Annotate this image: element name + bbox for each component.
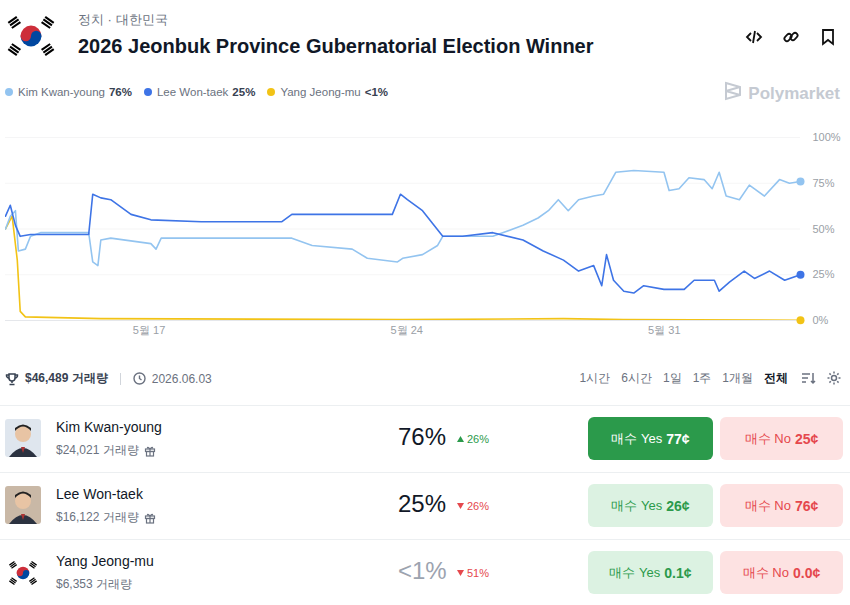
html-text:26%: 26% <box>467 433 489 445</box>
html-text:$46,489 거래량: $46,489 거래량 <box>25 371 108 385</box>
html-text:1주: 1주 <box>692 371 712 385</box>
svg-text:25%: 25% <box>813 268 835 280</box>
html-text:$16,122 거래량: $16,122 거래량 <box>56 510 139 524</box>
svg-text:5월 31: 5월 31 <box>648 324 680 336</box>
html-text:Lee Won-taek 25%: Lee Won-taek 25% <box>157 86 256 98</box>
html-text:6시간: 6시간 <box>621 371 652 385</box>
html-text:Polymarket: Polymarket <box>748 83 840 103</box>
html-text:76%: 76% <box>398 423 446 450</box>
html-text:매수 No 76¢: 매수 No 76¢ <box>744 497 819 514</box>
html-text:51%: 51% <box>467 567 489 579</box>
html-text:$6,353 거래량: $6,353 거래량 <box>56 577 132 591</box>
html-text:매수 Yes 77¢: 매수 Yes 77¢ <box>611 430 690 447</box>
html-text:Yang Jeong-mu: Yang Jeong-mu <box>56 553 154 569</box>
html-text:Yang Jeong-mu <1%: Yang Jeong-mu <1% <box>280 86 389 98</box>
html-text:매수 Yes 26¢: 매수 Yes 26¢ <box>611 497 690 514</box>
html-text:<1%: <1% <box>398 557 447 584</box>
html-text:정치 · 대한민국: 정치 · 대한민국 <box>78 12 168 27</box>
html-text:1시간: 1시간 <box>579 371 611 385</box>
svg-text:0%: 0% <box>813 314 829 326</box>
html-text:Lee Won-taek: Lee Won-taek <box>56 486 143 502</box>
svg-text:100%: 100% <box>813 131 841 143</box>
html-text:매수 Yes 0.1¢: 매수 Yes 0.1¢ <box>609 564 692 581</box>
svg-text:75%: 75% <box>813 177 835 189</box>
html-text:매수 No 25¢: 매수 No 25¢ <box>744 430 819 447</box>
html-text:26%: 26% <box>467 500 489 512</box>
html-text:1일: 1일 <box>662 371 682 385</box>
html-text:25%: 25% <box>398 490 446 517</box>
svg-text:5월 24: 5월 24 <box>390 324 422 336</box>
html-text:Kim Kwan-young: Kim Kwan-young <box>56 419 162 435</box>
html-text:Kim Kwan-young 76%: Kim Kwan-young 76% <box>18 86 132 98</box>
html-text:$24,021 거래량: $24,021 거래량 <box>56 443 139 457</box>
html-text:전체: 전체 <box>764 371 788 385</box>
html-text:1개월: 1개월 <box>722 371 753 385</box>
html-text:2026.06.03: 2026.06.03 <box>151 371 212 386</box>
svg-text:50%: 50% <box>813 223 835 235</box>
svg-text:5월 17: 5월 17 <box>133 324 165 336</box>
html-text:매수 No 0.0¢: 매수 No 0.0¢ <box>742 564 821 581</box>
html-text:2026 Jeonbuk Province Gubernat: 2026 Jeonbuk Province Gubernatorial Elec… <box>78 35 594 57</box>
